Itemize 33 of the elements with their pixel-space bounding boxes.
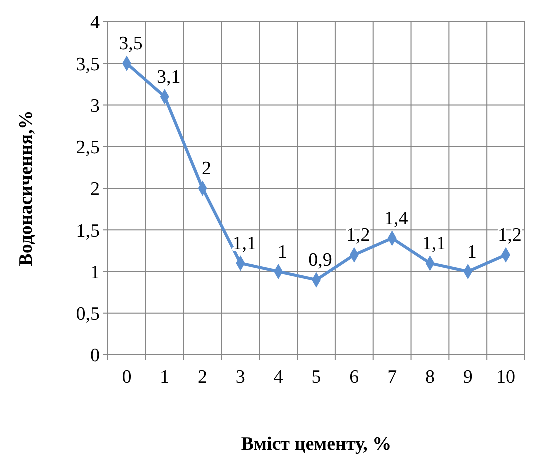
x-tick-label: 4 [274,367,284,388]
y-tick-label: 0 [90,346,100,367]
y-tick-label: 1 [90,262,100,284]
x-tick-label: 0 [122,367,132,388]
data-label: 0,9 [308,250,332,272]
x-tick-label: 1 [160,367,170,388]
x-tick-label: 5 [312,367,322,388]
data-label: 1,1 [232,233,257,254]
data-label: 1,1 [422,233,446,254]
data-label: 1,2 [346,225,370,246]
x-tick-label: 7 [388,367,398,388]
y-tick-label: 4 [90,12,100,34]
x-tick-label: 6 [350,367,360,388]
y-axis-title: Водонасичення,% [16,110,37,266]
x-tick-label: 8 [425,367,435,388]
data-label: 1 [467,242,477,263]
y-tick-label: 2,5 [76,138,100,159]
x-tick-label: 9 [463,367,473,388]
y-tick-label: 3,5 [76,54,100,76]
data-label: 3,1 [156,66,181,88]
y-tick-label: 3 [90,96,100,117]
x-tick-label: 3 [236,367,246,388]
x-axis-title: Вміст цементу, % [241,434,392,455]
y-tick-label: 2 [90,179,100,200]
data-label: 1 [278,242,288,263]
data-label: 1,2 [498,225,522,246]
data-label: 2 [202,158,212,180]
y-tick-label: 0,5 [76,304,100,326]
data-label: 3,5 [119,34,143,55]
data-label: 1,4 [384,208,409,230]
x-tick-label: 10 [496,367,516,388]
y-tick-label: 1,5 [76,220,100,242]
x-tick-label: 2 [198,367,208,388]
